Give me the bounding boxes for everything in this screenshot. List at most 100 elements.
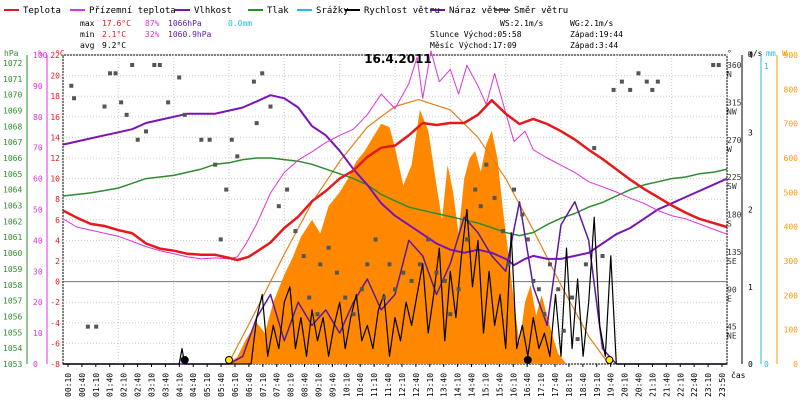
wind-direction-dot: [229, 137, 234, 142]
wind-direction-dot: [619, 79, 624, 84]
tick-time: 22:40: [690, 373, 699, 397]
tick-degc: 18: [50, 92, 60, 101]
tick-degc: 20: [50, 72, 60, 81]
tick-time: 12:10: [398, 373, 407, 397]
wind-direction-dot: [166, 100, 171, 105]
wind-direction-dot: [556, 287, 561, 292]
series-line-tlak: [62, 157, 728, 237]
wind-direction-dot: [207, 137, 212, 142]
tick-time: 16:40: [523, 373, 532, 397]
series-lines: [62, 50, 728, 365]
wind-direction-dot: [464, 237, 469, 242]
tick-time: 02:10: [120, 373, 129, 397]
tick-time: 11:40: [384, 373, 393, 397]
chart-legend: Teplota Přízemní teplota Vlhkost Tlak Srážky…: [4, 6, 568, 16]
tick-hpa: 1064: [3, 186, 22, 195]
tick-w: 0: [793, 360, 798, 369]
tick-dir-deg: 225: [727, 173, 742, 182]
wind-direction-dot: [102, 104, 107, 109]
tick-mm: 0: [764, 360, 769, 369]
stat-min-temp: 2.1°C: [102, 30, 126, 39]
wind-direction-dot: [401, 270, 406, 275]
tick-pct: 20: [33, 298, 43, 307]
wind-direction-dot: [276, 204, 281, 209]
tick-hpa: 1067: [3, 138, 22, 147]
tick-time: 18:40: [579, 373, 588, 397]
wind-direction-dot: [575, 337, 580, 342]
wind-direction-dot: [542, 312, 547, 317]
chart-axes: hPa% °C1072107110701069106810671066106510…: [3, 49, 798, 397]
series-line-vlhkost: [62, 94, 728, 267]
tick-time: 09:10: [314, 373, 323, 397]
tick-time: 21:10: [648, 373, 657, 397]
moon-marker: [523, 356, 532, 364]
wind-direction-dot: [531, 278, 536, 283]
wind-direction-dot: [135, 137, 140, 142]
wind-direction-dot: [711, 63, 716, 67]
wind-direction-dot: [199, 137, 204, 142]
wind-direction-dot: [478, 204, 483, 209]
stat-max-label: max: [80, 19, 95, 28]
legend-label-srazky: Srážky: [316, 6, 349, 16]
wind-direction-dot: [434, 270, 439, 275]
tick-ms: 1: [748, 283, 753, 292]
wind-direction-dot: [417, 262, 422, 267]
tick-hpa: 1056: [3, 312, 22, 321]
tick-time: 21:40: [662, 373, 671, 397]
sunrise-marker: [225, 356, 233, 364]
tick-w: 500: [784, 188, 799, 197]
wind-direction-dot: [592, 146, 597, 151]
tick-degc: 10: [50, 175, 60, 184]
wind-direction-dot: [484, 162, 489, 167]
tick-time: 02:40: [134, 373, 143, 397]
tick-time: 12:40: [412, 373, 421, 397]
wind-direction-dot: [157, 63, 162, 67]
tick-dir-deg: 270: [727, 136, 742, 145]
tick-time: 13:10: [426, 373, 435, 397]
chart-stats: max 17.6°C 87% 1066hPa 0.0mm min 2.1°C 32% 1060.…: [80, 19, 623, 50]
tick-time: 08:10: [287, 373, 296, 397]
wind-direction-dot: [108, 71, 113, 76]
wind-direction-dot: [130, 63, 135, 67]
tick-pct: 90: [33, 82, 43, 91]
legend-label-rychlost: Rychlost větru: [364, 6, 440, 16]
wind-direction-dot: [359, 287, 364, 292]
axis-label-dir: °: [727, 49, 732, 58]
wind-direction-dot: [72, 96, 77, 101]
tick-hpa: 1057: [3, 297, 22, 306]
stat-min-press: 1060.9hPa: [168, 30, 212, 39]
tick-dir-name: SW: [727, 182, 737, 191]
tick-pct: 50: [33, 206, 43, 215]
tick-hpa: 1072: [3, 59, 22, 68]
series-line-pocitova: [62, 50, 728, 260]
wind-direction-dot: [251, 79, 256, 84]
tick-hpa: 1059: [3, 265, 22, 274]
wind-direction-dot: [144, 129, 148, 134]
series-line-rychlost: [63, 208, 727, 365]
wind-direction-dot: [94, 324, 99, 329]
wind-direction-dot: [254, 121, 259, 126]
wind-direction-dot: [492, 195, 497, 200]
tick-pct: 80: [33, 113, 43, 122]
wind-direction-dot: [293, 229, 298, 234]
wind-direction-dot: [235, 154, 240, 159]
wind-direction-dot: [301, 254, 306, 259]
wind-direction-dot: [561, 328, 566, 333]
tick-dir-deg: 135: [727, 248, 742, 257]
tick-time: 05:10: [203, 373, 212, 397]
wind-direction-dot: [655, 79, 660, 84]
tick-degc: 12: [50, 154, 60, 163]
tick-hpa: 1055: [3, 328, 22, 337]
tick-dir-name: S: [727, 220, 732, 229]
tick-time: 07:10: [259, 373, 268, 397]
tick-time: 03:10: [147, 373, 156, 397]
info-ws: WS:2.1m/s: [500, 19, 544, 28]
wind-direction-dot: [334, 270, 339, 275]
stat-avg-label: avg: [80, 41, 95, 50]
tick-hpa: 1068: [3, 122, 22, 131]
wind-direction-dot: [318, 262, 323, 267]
tick-pct: 100: [33, 51, 48, 60]
tick-ms: 3: [748, 128, 753, 137]
solar-radiation-area-path: [63, 109, 727, 365]
series-line-naraz: [63, 201, 727, 365]
